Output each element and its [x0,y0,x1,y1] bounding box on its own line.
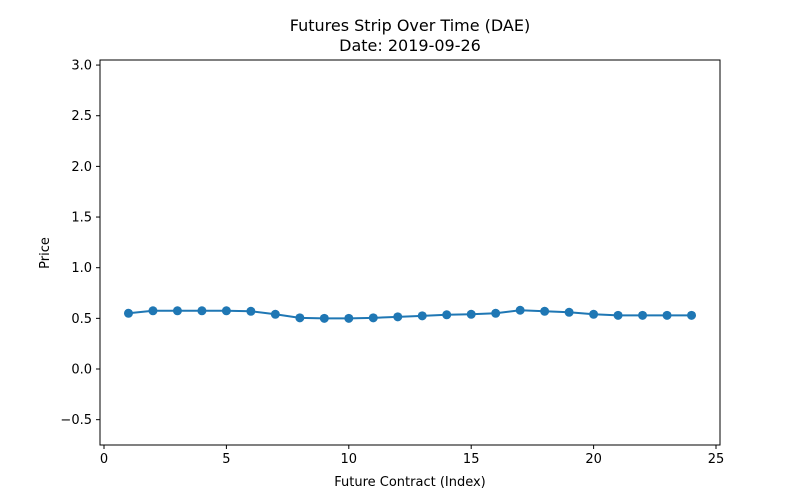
x-tick-label: 5 [222,452,230,467]
data-point [270,309,280,319]
data-point [662,310,672,320]
data-point [638,310,648,320]
data-point [417,311,427,321]
chart-title: Futures Strip Over Time (DAE) [290,16,530,35]
data-point [172,306,182,316]
y-tick-label: 1.0 [71,261,92,276]
plot-frame [99,59,721,446]
data-point [197,306,207,316]
x-tick-label: 25 [708,452,725,467]
data-point [148,306,158,316]
x-axis: 0 5 10 15 20 25 [100,445,724,467]
data-point [295,313,305,323]
data-point [466,309,476,319]
x-tick-label: 10 [341,452,358,467]
y-axis: −0.5 0.0 0.5 1.0 1.5 2.0 2.5 3.0 [60,59,100,428]
y-tick-label: 2.5 [71,109,92,124]
plot-area-background [100,60,720,445]
y-tick-label: −0.5 [60,413,92,428]
x-tick-label: 0 [100,452,108,467]
data-point [687,310,697,320]
x-tick-label: 15 [463,452,480,467]
y-tick-label: 2.0 [71,160,92,175]
data-point [491,308,501,318]
data-point [564,307,574,317]
data-point [442,310,452,320]
y-tick-label: 3.0 [71,59,92,74]
data-point [613,310,623,320]
y-tick-label: 0.0 [71,363,92,378]
x-axis-label: Future Contract (Index) [334,475,486,490]
series-layer [123,305,697,323]
data-point [393,312,403,322]
chart-subtitle: Date: 2019-09-26 [339,36,481,55]
y-tick-label: 0.5 [71,312,92,327]
y-axis-label: Price [38,237,53,269]
x-tick-label: 20 [585,452,602,467]
data-point [344,313,354,323]
data-point [246,306,256,316]
data-point [515,305,525,315]
data-point [319,313,329,323]
data-point [221,306,231,316]
y-tick-label: 1.5 [71,211,92,226]
data-point [540,306,550,316]
data-point [589,309,599,319]
data-point [123,308,133,318]
data-point [368,313,378,323]
